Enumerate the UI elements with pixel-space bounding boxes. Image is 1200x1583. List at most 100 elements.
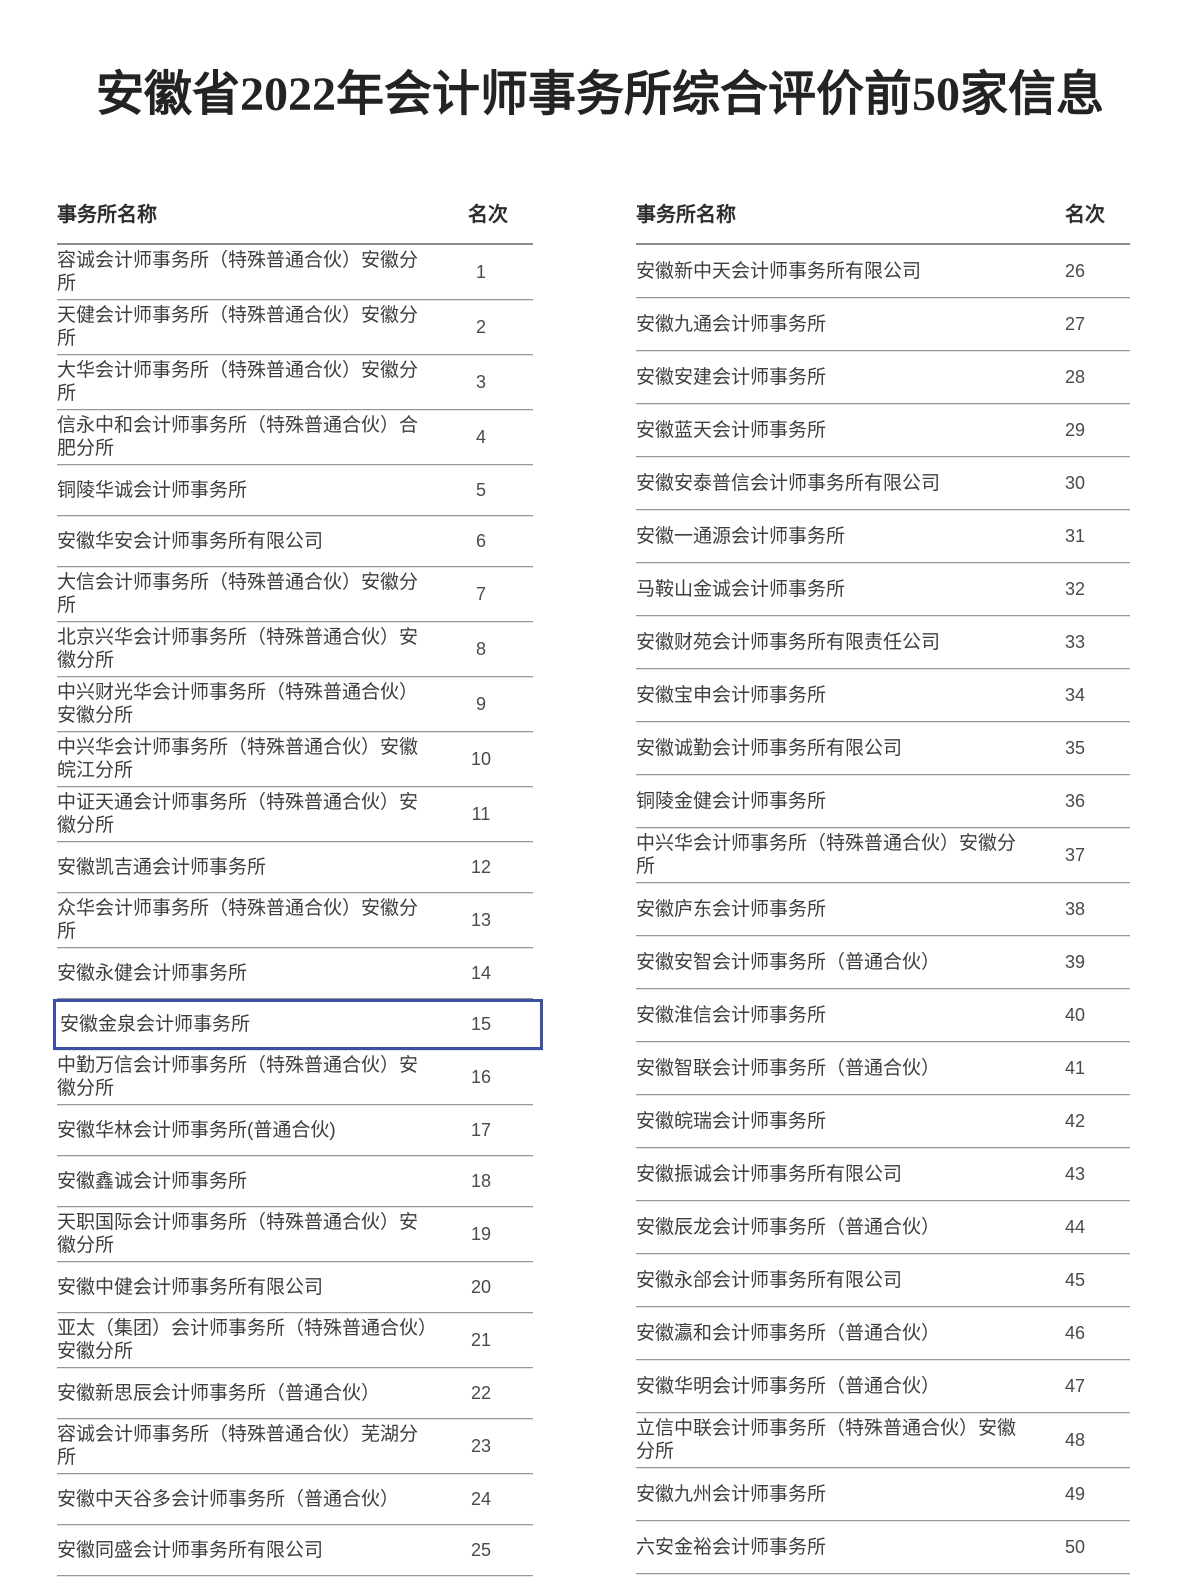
table-row: 安徽鑫诚会计师事务所 18 xyxy=(57,1156,533,1207)
rank-value: 6 xyxy=(475,530,486,551)
table-row: 大信会计师事务所（特殊普通合伙）安徽分所 7 xyxy=(57,567,533,622)
table-header: 事务所名称 名次 xyxy=(636,190,1130,245)
rank-value: 15 xyxy=(470,1014,492,1034)
rank-value: 24 xyxy=(470,1488,492,1509)
rank-value: 40 xyxy=(1064,1004,1086,1025)
column-header-rank: 名次 xyxy=(1065,204,1105,226)
firm-name: 安徽永健会计师事务所 xyxy=(57,962,248,984)
rank-value: 29 xyxy=(1064,419,1086,440)
rank-value: 13 xyxy=(470,909,492,930)
table-row: 安徽智联会计师事务所（普通合伙） 41 xyxy=(636,1042,1130,1095)
column-header-firm-name: 事务所名称 xyxy=(636,204,736,226)
table-row: 安徽新思辰会计师事务所（普通合伙） 22 xyxy=(57,1368,533,1419)
firm-name: 大信会计师事务所（特殊普通合伙）安徽分所 xyxy=(57,572,419,616)
firm-name: 安徽诚勤会计师事务所有限公司 xyxy=(636,737,903,759)
firm-name: 安徽中天谷多会计师事务所（普通合伙） xyxy=(57,1488,400,1510)
rank-value: 21 xyxy=(470,1329,492,1350)
firm-name: 中兴华会计师事务所（特殊普通合伙）安徽分所 xyxy=(636,833,1017,877)
table-row: 天职国际会计师事务所（特殊普通合伙）安徽分所 19 xyxy=(57,1207,533,1262)
firm-name: 容诚会计师事务所（特殊普通合伙）安徽分所 xyxy=(57,250,419,294)
firm-name: 安徽宝申会计师事务所 xyxy=(636,684,827,706)
rank-value: 10 xyxy=(470,748,492,769)
rank-value: 5 xyxy=(475,479,486,500)
firm-name: 安徽振诚会计师事务所有限公司 xyxy=(636,1163,903,1185)
firm-name: 安徽安建会计师事务所 xyxy=(636,366,827,388)
rank-value: 16 xyxy=(470,1066,492,1087)
table-row: 安徽永健会计师事务所 14 xyxy=(57,948,533,999)
firm-name: 安徽淮信会计师事务所 xyxy=(636,1004,827,1026)
rank-value: 37 xyxy=(1064,844,1086,865)
firm-name: 众华会计师事务所（特殊普通合伙）安徽分所 xyxy=(57,898,419,942)
firm-name: 铜陵华诚会计师事务所 xyxy=(57,479,248,501)
rank-value: 20 xyxy=(470,1276,492,1297)
rank-value: 36 xyxy=(1064,790,1086,811)
rank-value: 32 xyxy=(1064,578,1086,599)
rank-value: 12 xyxy=(470,856,492,877)
table-row: 众华会计师事务所（特殊普通合伙）安徽分所 13 xyxy=(57,893,533,948)
rank-value: 39 xyxy=(1064,951,1086,972)
table-row: 中证天通会计师事务所（特殊普通合伙）安徽分所 11 xyxy=(57,787,533,842)
firm-name: 立信中联会计师事务所（特殊普通合伙）安徽分所 xyxy=(636,1418,1017,1462)
rank-value: 43 xyxy=(1064,1163,1086,1184)
column-header-rank: 名次 xyxy=(468,204,508,226)
table-row: 安徽振诚会计师事务所有限公司 43 xyxy=(636,1148,1130,1201)
firm-name: 安徽永郃会计师事务所有限公司 xyxy=(636,1269,903,1291)
firm-name: 天职国际会计师事务所（特殊普通合伙）安徽分所 xyxy=(57,1212,419,1256)
table-row: 安徽安建会计师事务所 28 xyxy=(636,351,1130,404)
firm-name: 安徽九州会计师事务所 xyxy=(636,1483,827,1505)
table-row: 立信中联会计师事务所（特殊普通合伙）安徽分所 48 xyxy=(636,1413,1130,1468)
rank-value: 7 xyxy=(475,583,486,604)
firm-name: 安徽华安会计师事务所有限公司 xyxy=(57,530,324,552)
table-row: 安徽安泰普信会计师事务所有限公司 30 xyxy=(636,457,1130,510)
rank-value: 50 xyxy=(1064,1536,1086,1557)
table-row: 安徽淮信会计师事务所 40 xyxy=(636,989,1130,1042)
table-row: 马鞍山金诚会计师事务所 32 xyxy=(636,563,1130,616)
rank-value: 2 xyxy=(475,316,486,337)
rank-value: 49 xyxy=(1064,1483,1086,1504)
table-rows-right: 安徽新中天会计师事务所有限公司 26 安徽九通会计师事务所 27 安徽安建会计师事务所 2… xyxy=(636,245,1130,1574)
table-row: 安徽同盛会计师事务所有限公司 25 xyxy=(57,1525,533,1576)
table-row: 安徽瀛和会计师事务所（普通合伙） 46 xyxy=(636,1307,1130,1360)
rank-value: 44 xyxy=(1064,1216,1086,1237)
firm-name: 安徽同盛会计师事务所有限公司 xyxy=(57,1539,324,1561)
column-header-firm-name: 事务所名称 xyxy=(57,204,157,226)
rank-value: 22 xyxy=(470,1382,492,1403)
rank-value: 35 xyxy=(1064,737,1086,758)
table-row: 六安金裕会计师事务所 50 xyxy=(636,1521,1130,1574)
firm-name: 安徽华林会计师事务所(普通合伙) xyxy=(57,1119,336,1141)
rank-value: 27 xyxy=(1064,313,1086,334)
firm-name: 安徽瀛和会计师事务所（普通合伙） xyxy=(636,1322,941,1344)
firm-name: 安徽九通会计师事务所 xyxy=(636,313,827,335)
rank-value: 17 xyxy=(470,1119,492,1140)
rank-value: 38 xyxy=(1064,898,1086,919)
firm-name: 马鞍山金诚会计师事务所 xyxy=(636,578,846,600)
firm-name: 安徽新思辰会计师事务所（普通合伙） xyxy=(57,1382,381,1404)
table-row: 大华会计师事务所（特殊普通合伙）安徽分所 3 xyxy=(57,355,533,410)
table-row: 安徽华安会计师事务所有限公司 6 xyxy=(57,516,533,567)
firm-name: 中兴华会计师事务所（特殊普通合伙）安徽皖江分所 xyxy=(57,737,419,781)
firm-name: 天健会计师事务所（特殊普通合伙）安徽分所 xyxy=(57,305,419,349)
table-row: 中兴华会计师事务所（特殊普通合伙）安徽分所 37 xyxy=(636,828,1130,883)
ranking-table-left: 事务所名称 名次 容诚会计师事务所（特殊普通合伙）安徽分所 1 天健会计师事务所（特… xyxy=(53,190,543,1576)
firm-name: 大华会计师事务所（特殊普通合伙）安徽分所 xyxy=(57,360,419,404)
firm-name: 安徽安泰普信会计师事务所有限公司 xyxy=(636,472,941,494)
rank-value: 9 xyxy=(475,693,486,714)
table-row: 安徽中天谷多会计师事务所（普通合伙） 24 xyxy=(57,1474,533,1525)
rank-value: 33 xyxy=(1064,631,1086,652)
table-row: 北京兴华会计师事务所（特殊普通合伙）安徽分所 8 xyxy=(57,622,533,677)
firm-name: 安徽金泉会计师事务所 xyxy=(60,1014,251,1035)
firm-name: 安徽一通源会计师事务所 xyxy=(636,525,846,547)
table-row: 铜陵华诚会计师事务所 5 xyxy=(57,465,533,516)
rank-value: 23 xyxy=(470,1435,492,1456)
table-row: 安徽财苑会计师事务所有限责任公司 33 xyxy=(636,616,1130,669)
firm-name: 中勤万信会计师事务所（特殊普通合伙）安徽分所 xyxy=(57,1055,419,1099)
rank-value: 11 xyxy=(471,803,491,824)
table-row: 天健会计师事务所（特殊普通合伙）安徽分所 2 xyxy=(57,300,533,355)
table-row: 安徽安智会计师事务所（普通合伙） 39 xyxy=(636,936,1130,989)
firm-name: 安徽凯吉通会计师事务所 xyxy=(57,856,267,878)
table-row: 安徽中健会计师事务所有限公司 20 xyxy=(57,1262,533,1313)
table-header: 事务所名称 名次 xyxy=(57,190,533,245)
firm-name: 安徽智联会计师事务所（普通合伙） xyxy=(636,1057,941,1079)
firm-name: 安徽辰龙会计师事务所（普通合伙） xyxy=(636,1216,941,1238)
page-title: 安徽省2022年会计师事务所综合评价前50家信息 xyxy=(95,68,1104,121)
